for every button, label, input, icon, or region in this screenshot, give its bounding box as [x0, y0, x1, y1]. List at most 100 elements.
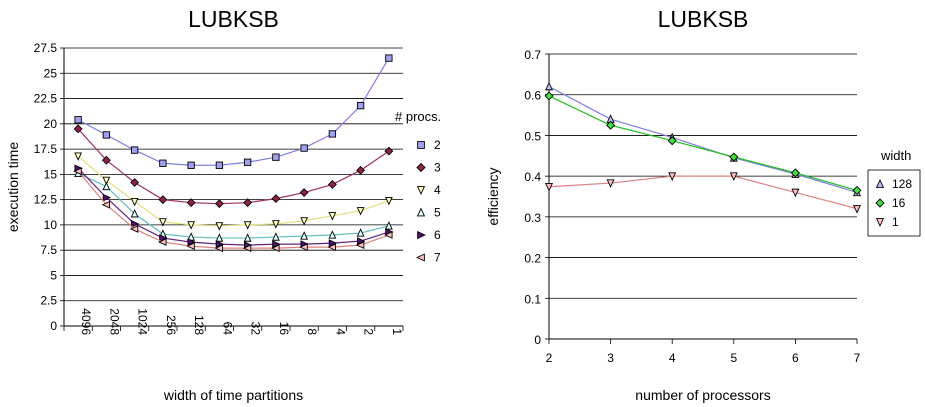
data-point-2	[215, 161, 224, 169]
data-point-3	[243, 198, 253, 208]
y-tick-label: 12.5	[34, 193, 58, 207]
data-point-4	[271, 220, 280, 229]
x-tick-label: 8	[305, 328, 319, 335]
legend-label-7: 7	[434, 251, 441, 265]
data-point-16	[729, 152, 739, 162]
data-point-7	[186, 242, 195, 251]
data-point-7	[73, 167, 82, 176]
data-point-7	[355, 241, 365, 250]
data-point-7	[158, 238, 167, 246]
data-point-4	[74, 152, 83, 161]
data-point-3	[130, 178, 140, 187]
y-tick-label: 0.2	[524, 252, 541, 266]
legend-marker-3	[416, 162, 426, 173]
data-point-3	[101, 155, 111, 165]
legend-label-2: 2	[434, 138, 441, 152]
data-point-128	[544, 81, 554, 91]
x-tick-label: 64	[220, 322, 234, 336]
x-tick-label: 1024	[136, 308, 150, 335]
y-tick-label: 0.7	[524, 48, 541, 62]
data-point-1	[791, 188, 800, 198]
y-tick-label: 7.5	[40, 243, 57, 257]
data-point-5	[328, 230, 337, 239]
data-point-1	[852, 204, 862, 214]
y-tick-label: 0	[534, 333, 541, 347]
data-point-5	[300, 231, 309, 240]
data-point-16	[544, 91, 554, 101]
y-tick-label: 0.5	[524, 129, 541, 143]
x-tick-label: 2	[546, 351, 553, 365]
x-tick-label: 4	[333, 328, 347, 335]
legend-marker-16	[875, 198, 885, 208]
data-point-2	[356, 101, 365, 110]
data-point-3	[73, 124, 83, 134]
legend-label-6: 6	[434, 228, 441, 242]
data-point-1	[544, 182, 554, 192]
series-line-128	[548, 86, 858, 194]
data-point-5	[215, 233, 224, 242]
legend-label-5: 5	[434, 206, 441, 220]
legend-box	[867, 169, 921, 237]
data-point-16	[667, 136, 677, 146]
legend-marker-2	[417, 141, 425, 149]
data-point-7	[299, 243, 308, 252]
data-point-2	[385, 54, 393, 62]
x-axis-label: width of time partitions	[163, 387, 303, 403]
legend-marker-128	[875, 179, 885, 188]
data-point-6	[130, 219, 140, 228]
x-tick-label: 4096	[79, 308, 93, 335]
x-tick-label: 1	[390, 328, 404, 335]
series-line-4	[77, 155, 390, 227]
data-point-2	[243, 158, 252, 166]
data-point-3	[158, 195, 168, 205]
data-point-7	[384, 231, 393, 239]
y-axis-label: efficiency	[485, 167, 501, 225]
y-tick-label: 27.5	[34, 41, 58, 55]
y-axis-label: execution time	[5, 142, 21, 232]
x-tick-label: 16	[277, 322, 291, 336]
data-point-7	[214, 244, 224, 253]
data-point-2	[159, 159, 167, 167]
data-point-4	[243, 221, 252, 230]
data-point-4	[187, 221, 196, 230]
legend-marker-4	[416, 186, 426, 195]
x-tick-label: 5	[730, 351, 737, 365]
y-tick-label: 22.5	[34, 92, 58, 106]
data-point-5	[384, 221, 393, 230]
data-point-16	[790, 168, 800, 178]
y-tick-label: 20	[44, 117, 58, 131]
series-line-2	[77, 57, 390, 166]
data-point-5	[243, 233, 252, 242]
y-tick-label: 0.4	[524, 170, 541, 184]
data-point-5	[102, 181, 111, 191]
data-point-1	[606, 179, 615, 188]
data-point-7	[327, 243, 337, 252]
y-tick-label: 17.5	[34, 142, 58, 156]
data-point-4	[102, 176, 111, 186]
legend-title: # procs.	[395, 109, 441, 124]
data-point-3	[299, 188, 309, 197]
series-line-1	[548, 175, 858, 210]
data-point-4	[328, 212, 337, 221]
data-point-2	[130, 146, 139, 154]
y-tick-label: 5	[50, 268, 57, 282]
data-point-2	[328, 130, 337, 138]
data-point-6	[102, 193, 112, 202]
x-tick-label: 256	[164, 315, 178, 335]
y-tick-label: 15	[44, 167, 58, 181]
x-tick-label: 2	[362, 328, 376, 335]
y-tick-label: 0.6	[524, 89, 541, 103]
data-point-4	[356, 207, 365, 216]
data-point-1	[668, 172, 677, 182]
legend-marker-7	[416, 253, 425, 262]
chart-title: LUBKSB	[188, 6, 279, 32]
chart-title: LUBKSB	[658, 6, 749, 32]
data-point-3	[186, 198, 196, 208]
data-point-3	[271, 194, 281, 204]
legend-label-4: 4	[434, 183, 441, 197]
y-tick-label: 2.5	[40, 294, 57, 308]
series-line-16	[548, 95, 858, 191]
data-point-7	[242, 244, 252, 253]
data-point-4	[300, 217, 309, 226]
